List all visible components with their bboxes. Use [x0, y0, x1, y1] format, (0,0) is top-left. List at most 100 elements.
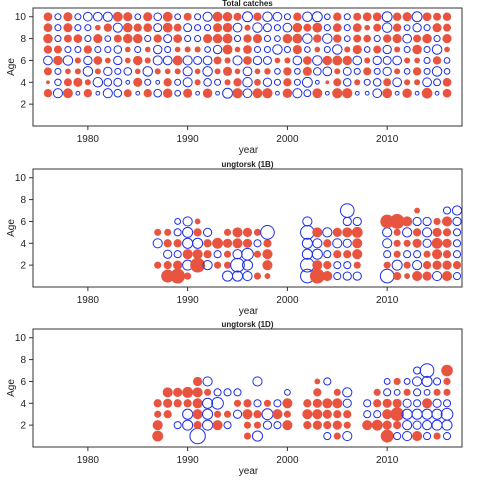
residual-bubble-positive: [402, 12, 412, 22]
residual-bubble-negative: [302, 216, 313, 227]
residual-bubble-positive: [383, 78, 392, 87]
residual-bubble-positive: [162, 22, 173, 33]
residual-bubble-positive: [414, 79, 421, 86]
residual-bubble-positive: [173, 260, 183, 270]
residual-bubble-negative: [54, 67, 62, 75]
residual-bubble-positive: [234, 46, 241, 53]
residual-bubble-positive: [133, 77, 143, 87]
x-tick-label: 2000: [276, 295, 299, 306]
residual-bubble-positive: [343, 250, 352, 259]
residual-bubble-positive: [382, 34, 392, 43]
residual-bubble-positive: [283, 67, 292, 76]
residual-bubble-positive: [243, 45, 252, 54]
residual-bubble-positive: [442, 228, 452, 237]
residual-bubble-negative: [402, 227, 413, 238]
residual-bubble-positive: [322, 55, 333, 66]
residual-bubble-positive: [333, 12, 342, 21]
residual-bubble-positive: [423, 250, 431, 258]
residual-bubble-negative: [104, 45, 112, 54]
residual-bubble-negative: [342, 271, 352, 281]
residual-bubble-positive: [212, 237, 224, 249]
residual-bubble-positive: [222, 66, 233, 76]
residual-bubble-negative: [54, 78, 62, 87]
residual-bubble-positive: [282, 88, 293, 98]
residual-bubble-negative: [313, 67, 322, 76]
x-tick-label: 1990: [177, 295, 200, 306]
residual-bubble-positive: [322, 271, 333, 282]
residual-bubble-positive: [173, 387, 183, 397]
residual-bubble-negative: [263, 35, 271, 43]
residual-bubble-negative: [204, 24, 212, 32]
x-tick-label: 1990: [177, 455, 200, 466]
residual-bubble-negative: [173, 421, 182, 430]
residual-bubble-positive: [433, 432, 441, 440]
residual-bubble-positive: [253, 272, 262, 280]
residual-bubble-positive: [404, 79, 411, 86]
residual-bubble-positive: [194, 68, 201, 75]
residual-bubble-positive: [309, 268, 325, 284]
residual-bubble-positive: [392, 23, 402, 32]
residual-bubble-positive: [303, 421, 312, 430]
residual-bubble-negative: [252, 55, 263, 66]
residual-bubble-positive: [124, 46, 131, 53]
y-tick-label: 2: [20, 421, 26, 432]
residual-bubble-negative: [363, 410, 372, 419]
residual-bubble-negative: [372, 55, 382, 66]
residual-bubble-negative: [203, 77, 212, 87]
residual-bubble-positive: [264, 273, 271, 279]
residual-bubble-negative: [92, 77, 104, 88]
residual-bubble-positive: [412, 271, 423, 282]
residual-bubble-negative: [253, 239, 262, 248]
residual-bubble-positive: [243, 421, 252, 429]
y-tick-label: 6: [20, 377, 26, 388]
residual-bubble-positive: [353, 34, 362, 43]
residual-bubble-positive: [232, 227, 243, 238]
residual-bubble-positive: [433, 388, 441, 396]
y-tick-label: 4: [20, 78, 26, 89]
residual-bubble-negative: [413, 250, 422, 259]
residual-bubble-positive: [173, 34, 183, 43]
residual-bubble-positive: [153, 34, 162, 43]
residual-bubble-positive: [402, 216, 413, 227]
residual-bubble-negative: [352, 271, 362, 281]
residual-bubble-negative: [300, 225, 315, 240]
residual-bubble-negative: [261, 408, 274, 421]
residual-bubble-positive: [302, 56, 312, 65]
residual-bubble-negative: [301, 248, 313, 260]
residual-bubble-positive: [332, 227, 342, 237]
x-tick-label: 1980: [77, 455, 100, 466]
residual-bubble-positive: [302, 66, 312, 76]
residual-bubble-negative: [382, 66, 392, 77]
residual-bubble-positive: [431, 237, 443, 249]
residual-bubble-negative: [352, 55, 363, 66]
residual-bubble-negative: [421, 227, 433, 238]
residual-bubble-negative: [342, 387, 353, 398]
residual-bubble-negative: [342, 238, 352, 248]
residual-bubble-positive: [192, 387, 203, 398]
residual-bubble-negative: [102, 88, 113, 99]
residual-bubble-positive: [73, 77, 83, 87]
residual-bubble-positive: [390, 407, 404, 422]
residual-bubble-positive: [362, 420, 373, 431]
residual-bubble-negative: [84, 24, 92, 32]
residual-bubble-positive: [252, 88, 263, 99]
residual-bubble-positive: [373, 388, 381, 396]
residual-bubble-negative: [223, 421, 232, 430]
residual-bubble-negative: [202, 419, 214, 431]
residual-bubble-positive: [161, 269, 175, 283]
residual-bubble-positive: [432, 260, 442, 270]
residual-bubble-positive: [222, 11, 233, 22]
residual-bubble-positive: [253, 228, 262, 236]
residual-bubble-negative: [373, 35, 381, 43]
residual-bubble-negative: [414, 90, 420, 96]
residual-bubble-negative: [322, 227, 333, 238]
residual-bubble-positive: [441, 364, 453, 377]
x-tick-label: 2010: [376, 455, 399, 466]
panel-title: ungtorsk (1B): [222, 160, 274, 169]
residual-bubble-negative: [452, 228, 462, 237]
residual-bubble-negative: [322, 66, 333, 77]
residual-bubble-positive: [352, 238, 363, 249]
residual-bubble-negative: [393, 432, 402, 441]
residual-bubble-negative: [213, 250, 222, 259]
plot-frame: [32, 7, 463, 127]
